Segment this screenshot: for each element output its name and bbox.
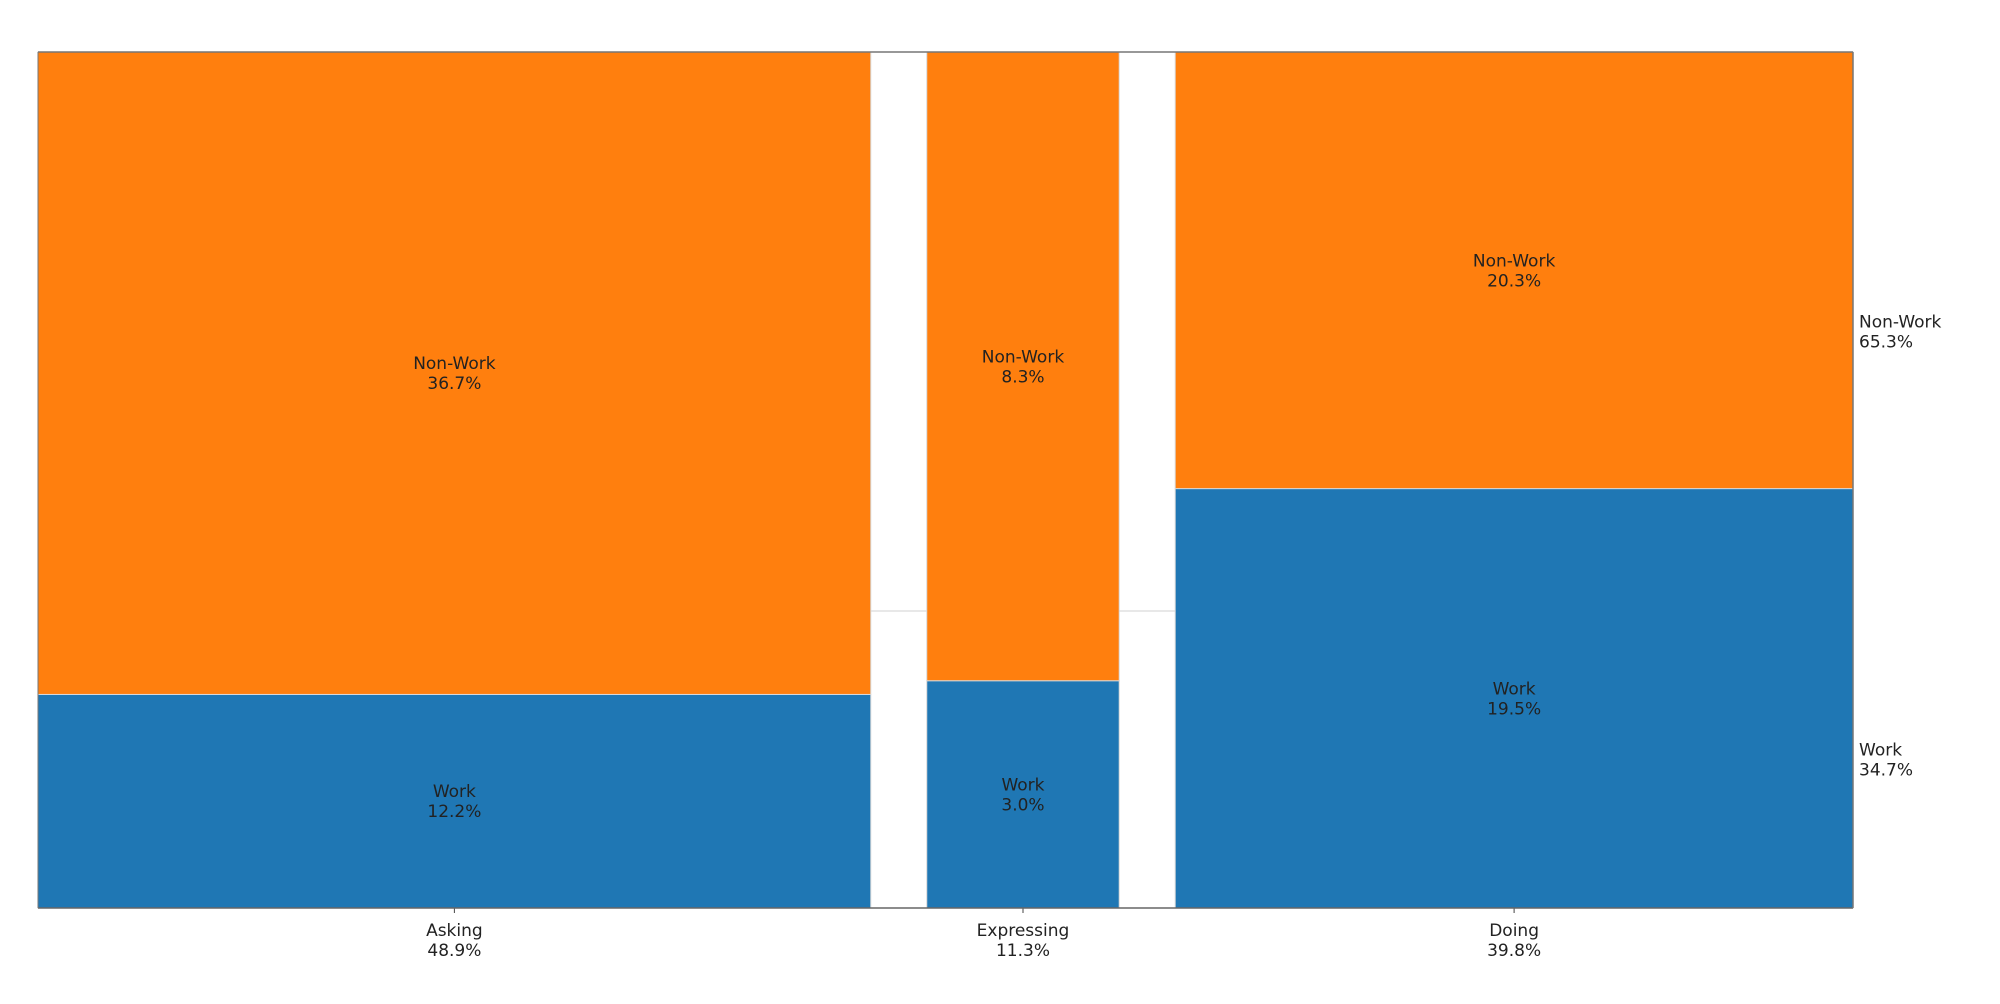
tile-label: Work 12.2% bbox=[427, 782, 481, 822]
tile-label-line: 36.7% bbox=[427, 374, 481, 394]
row-total-label-line: 34.7% bbox=[1859, 760, 1913, 780]
x-tick-label-line: 11.3% bbox=[996, 941, 1050, 961]
row-total-label-line: Non-Work bbox=[1859, 312, 1942, 332]
row-total-label: Non-Work 65.3% bbox=[1859, 312, 1942, 352]
x-tick-label-line: 48.9% bbox=[427, 941, 481, 961]
tile-expressing-work bbox=[926, 680, 1120, 909]
x-tick-label-line: Doing bbox=[1489, 921, 1539, 941]
x-tick-label: Expressing 11.3% bbox=[977, 921, 1070, 961]
tile-label-line: Work bbox=[1493, 679, 1536, 699]
tile-doing-non-work bbox=[1174, 51, 1854, 490]
x-tick-label: Doing 39.8% bbox=[1487, 921, 1541, 961]
tile-label-line: Work bbox=[433, 782, 476, 802]
tile-expressing-non-work bbox=[926, 51, 1120, 682]
row-total-label-line: Work bbox=[1859, 740, 1902, 760]
tile-label-line: Non-Work bbox=[413, 354, 496, 374]
tile-label: Non-Work 8.3% bbox=[982, 347, 1065, 387]
tile-label-line: Non-Work bbox=[982, 347, 1065, 367]
tile-label-line: 20.3% bbox=[1487, 271, 1541, 291]
tile-label: Non-Work 36.7% bbox=[413, 354, 496, 394]
tile-label-line: 19.5% bbox=[1487, 699, 1541, 719]
tile-label: Work 19.5% bbox=[1487, 679, 1541, 719]
row-total-label-line: 65.3% bbox=[1859, 332, 1913, 352]
tile-asking-non-work bbox=[37, 51, 872, 695]
tile-label: Non-Work 20.3% bbox=[1473, 251, 1556, 291]
tile-label-line: 3.0% bbox=[1001, 795, 1044, 815]
tile-label-line: Work bbox=[1001, 775, 1044, 795]
tile-label-line: 12.2% bbox=[427, 802, 481, 822]
x-tick-label-line: Asking bbox=[426, 921, 483, 941]
tile-label-line: Non-Work bbox=[1473, 251, 1556, 271]
tile-doing-work bbox=[1174, 488, 1854, 909]
row-total-label: Work 34.7% bbox=[1859, 740, 1913, 780]
tile-label-line: 8.3% bbox=[1001, 367, 1044, 387]
x-tick-label-line: Expressing bbox=[977, 921, 1070, 941]
tile-label: Work 3.0% bbox=[1001, 775, 1044, 815]
x-tick-label-line: 39.8% bbox=[1487, 941, 1541, 961]
x-tick-label: Asking 48.9% bbox=[426, 921, 483, 961]
